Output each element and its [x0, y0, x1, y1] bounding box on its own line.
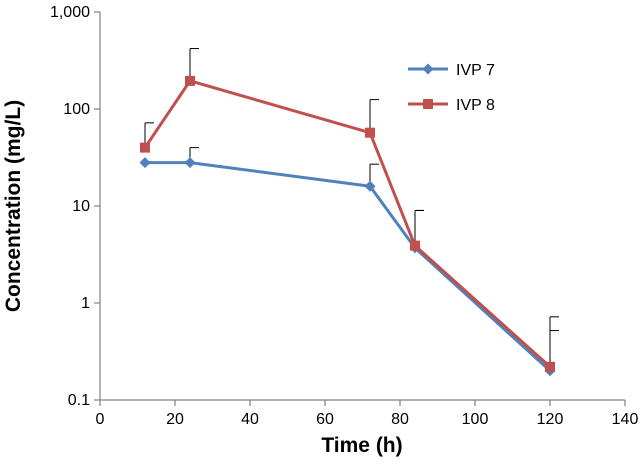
data-point-2 — [545, 361, 555, 372]
y-tick-label: 100 — [63, 101, 90, 118]
y-tick-label: 0.1 — [68, 392, 90, 409]
data-point-2 — [365, 127, 375, 138]
legend-marker — [423, 99, 433, 109]
x-tick-label: 60 — [316, 411, 334, 428]
x-tick-label: 100 — [462, 411, 489, 428]
data-point-1 — [184, 157, 196, 169]
legend-label: IVP 8 — [456, 97, 495, 114]
axes: 0.1 1 10 100 1,000 0 20 40 60 80 100 120 140 — [50, 4, 638, 428]
series-group — [139, 75, 556, 377]
x-tick-label: 140 — [612, 411, 639, 428]
x-tick-label: 120 — [537, 411, 564, 428]
y-axis-title: Concentration (mg/L) — [2, 100, 25, 312]
y-tick-label: 1,000 — [50, 4, 90, 21]
legend-label: IVP 7 — [456, 62, 495, 79]
data-point-1 — [139, 157, 151, 169]
legend-marker — [422, 63, 434, 75]
x-axis-title: Time (h) — [321, 434, 402, 457]
data-point-2 — [185, 75, 195, 86]
legend: IVP 7 IVP 8 — [408, 62, 495, 114]
error-bars — [144, 48, 559, 371]
x-tick-label: 40 — [241, 411, 259, 428]
data-point-2 — [140, 142, 150, 153]
data-point-2 — [410, 240, 420, 251]
series-line-2 — [143, 79, 552, 368]
x-tick-label: 80 — [391, 411, 409, 428]
x-tick-label: 0 — [96, 411, 105, 428]
y-tick-label: 10 — [72, 198, 90, 215]
x-tick-label: 20 — [166, 411, 184, 428]
y-tick-label: 1 — [81, 295, 90, 312]
data-point-1 — [364, 180, 376, 192]
series-line-1 — [145, 161, 552, 372]
